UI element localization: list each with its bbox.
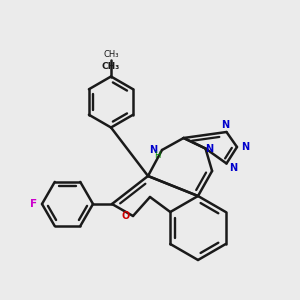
Text: N: N [229, 163, 237, 173]
Text: CH₃: CH₃ [102, 62, 120, 71]
Text: H: H [154, 151, 161, 160]
Text: N: N [205, 143, 213, 154]
Text: CH₃: CH₃ [103, 50, 119, 59]
Text: N: N [149, 145, 157, 155]
Text: F: F [30, 199, 37, 209]
Text: O: O [122, 211, 130, 221]
Text: N: N [241, 142, 250, 152]
Text: N: N [221, 120, 229, 130]
